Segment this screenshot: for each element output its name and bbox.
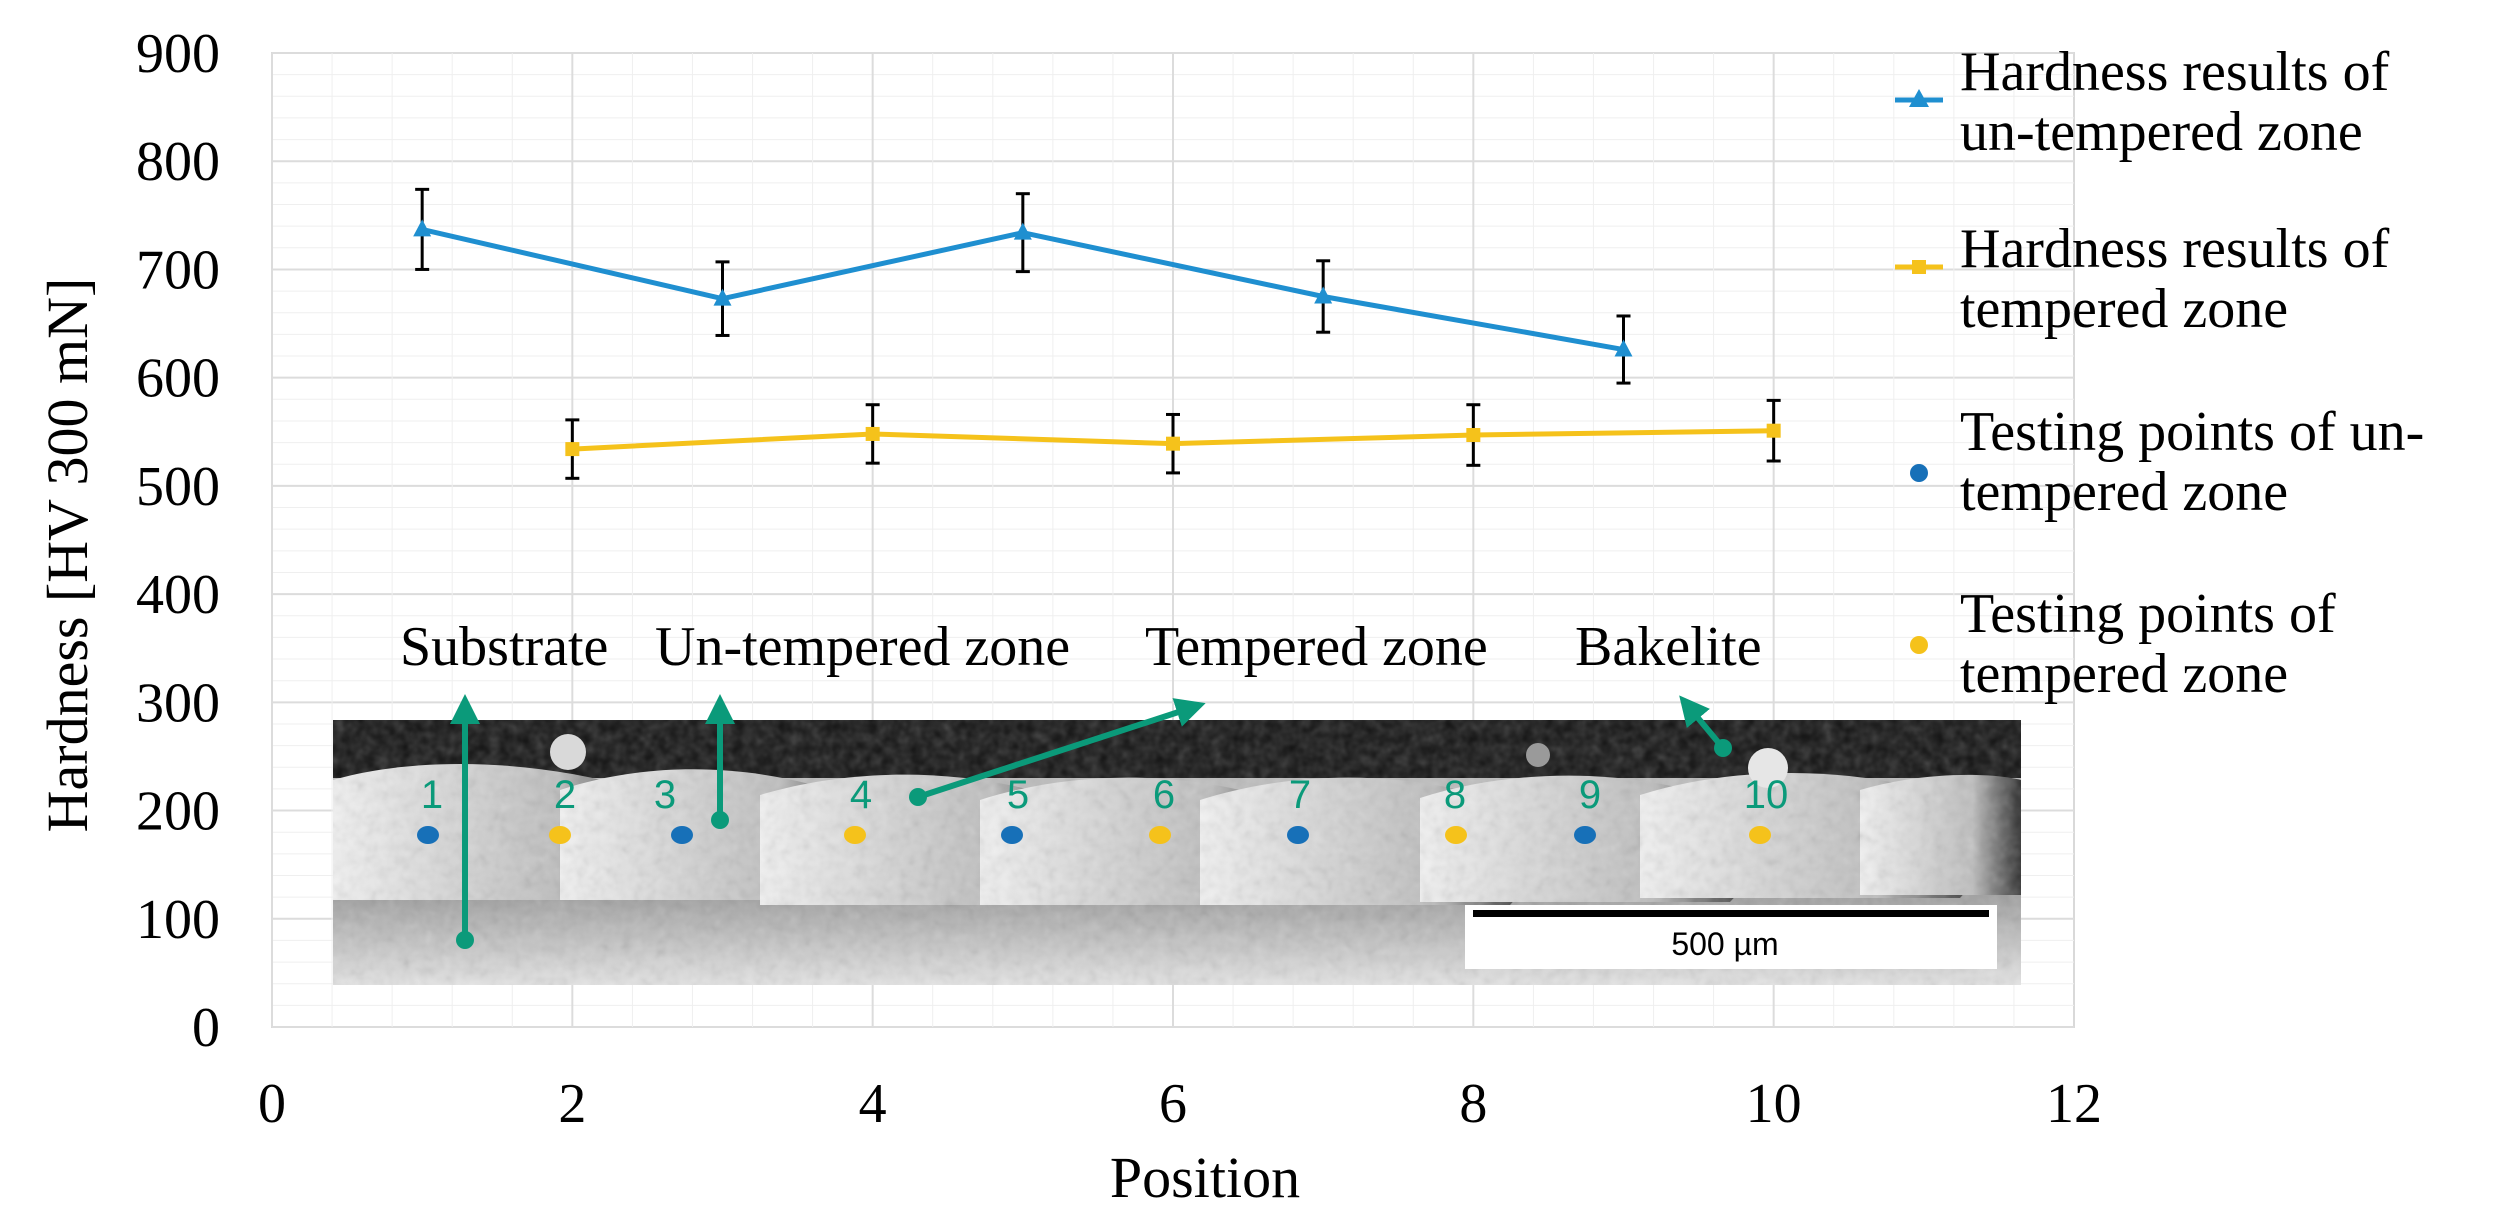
legend-label-tempered-1: Hardness results of <box>1960 218 2390 280</box>
testing-point-label: 4 <box>850 773 872 817</box>
data-point <box>1013 222 1032 240</box>
legend-dot-un-tempered-points <box>1910 464 1928 482</box>
legend-dot-tempered-points <box>1910 636 1928 654</box>
testing-point-label: 8 <box>1444 773 1466 817</box>
data-point <box>1314 286 1333 304</box>
testing-point-label: 7 <box>1289 773 1311 817</box>
x-tick-label: 12 <box>2046 1073 2102 1135</box>
arrow-origin-substrate <box>456 931 474 949</box>
arrow-bakelite <box>1679 695 1726 750</box>
legend-label-un-tempered-points-1: Testing points of un- <box>1960 401 2424 463</box>
y-tick-label: 900 <box>136 23 220 85</box>
zone-label-tempered: Tempered zone <box>1145 616 1488 678</box>
legend-marker-un-tempered <box>1909 89 1929 107</box>
legend-label-un-tempered-2: un-tempered zone <box>1960 101 2363 163</box>
x-tick-label: 2 <box>558 1073 586 1135</box>
scale-bar-label: 500 µm <box>1671 926 1778 962</box>
y-tick-label: 500 <box>136 456 220 518</box>
testing-point-dot <box>1287 826 1309 844</box>
y-tick-label: 800 <box>136 131 220 193</box>
testing-point-dot <box>671 826 693 844</box>
annotation-arrows <box>450 694 1726 940</box>
svg-text:Testing points of temper: Testing points of tempered zone <box>1960 583 2350 705</box>
y-tick-label: 400 <box>136 564 220 626</box>
legend-marker-tempered <box>1912 260 1926 274</box>
svg-text:Hardness results of un-t: Hardness results of un-tempered zone <box>1960 41 2403 163</box>
legend-label-tempered-2: tempered zone <box>1960 278 2288 340</box>
testing-point-dot <box>1749 826 1771 844</box>
svg-text:Testing points of un- te: Testing points of un- tempered zone <box>1960 401 2438 523</box>
testing-point-dot <box>549 826 571 844</box>
arrow-tempered <box>917 698 1206 800</box>
y-axis-ticks: 0 100 200 300 400 500 600 700 800 900 <box>136 23 220 1059</box>
x-tick-label: 8 <box>1459 1073 1487 1135</box>
legend-label-un-tempered-points-2: tempered zone <box>1960 461 2288 523</box>
testing-point-dot <box>1574 826 1596 844</box>
testing-point-label: 9 <box>1579 773 1601 817</box>
x-tick-label: 0 <box>258 1073 286 1135</box>
legend: Hardness results of un-tempered zone Har… <box>1895 41 2438 705</box>
data-point <box>1166 436 1180 451</box>
y-tick-label: 600 <box>136 348 220 410</box>
testing-points: 1 2 3 4 5 6 7 8 9 10 <box>417 773 1788 844</box>
data-point <box>1614 339 1633 357</box>
series-layer <box>413 187 1781 480</box>
testing-point-label: 1 <box>421 773 443 817</box>
arrow-origin-tempered <box>909 788 927 806</box>
testing-point-dot <box>1445 826 1467 844</box>
legend-label-tempered-points-2: tempered zone <box>1960 643 2288 705</box>
testing-point-label: 5 <box>1007 773 1029 817</box>
series-un-tempered <box>413 187 1633 385</box>
data-point <box>565 442 580 457</box>
y-tick-label: 200 <box>136 781 220 843</box>
testing-point-dot <box>1149 826 1171 844</box>
testing-point-label: 10 <box>1744 773 1789 817</box>
testing-point-dot <box>844 826 866 844</box>
y-tick-label: 100 <box>136 889 220 951</box>
data-point <box>1766 423 1781 438</box>
legend-label-un-tempered-1: Hardness results of <box>1960 41 2390 103</box>
zone-label-un-tempered: Un-tempered zone <box>655 616 1070 678</box>
legend-label-tempered-points-1: Testing points of <box>1960 583 2336 645</box>
y-axis-title: Hardness [HV 300 mN] <box>35 278 100 833</box>
x-axis-title: Position <box>1110 1145 1300 1210</box>
testing-point-dot <box>1001 826 1023 844</box>
x-axis-ticks: 0 2 4 6 8 10 12 <box>258 1073 2102 1135</box>
data-point <box>865 426 880 441</box>
x-tick-label: 10 <box>1746 1073 1802 1135</box>
arrow-origin-bakelite <box>1714 739 1732 757</box>
svg-text:Hardness results of temp: Hardness results of tempered zone <box>1960 218 2403 340</box>
x-tick-label: 4 <box>859 1073 887 1135</box>
testing-point-label: 3 <box>654 773 676 817</box>
zone-label-substrate: Substrate <box>400 616 608 678</box>
series-tempered <box>565 398 1781 480</box>
micrograph-inset <box>333 720 2021 985</box>
y-tick-label: 300 <box>136 672 220 734</box>
testing-point-label: 2 <box>554 773 576 817</box>
y-tick-label: 700 <box>136 239 220 301</box>
x-tick-label: 6 <box>1159 1073 1187 1135</box>
testing-point-dot <box>417 826 439 844</box>
data-point <box>1466 428 1481 443</box>
zone-label-bakelite: Bakelite <box>1575 616 1762 678</box>
y-tick-label: 0 <box>192 997 220 1059</box>
data-point <box>713 288 732 306</box>
data-point <box>413 219 432 237</box>
testing-point-label: 6 <box>1153 773 1175 817</box>
arrow-origin-un-tempered <box>711 811 729 829</box>
